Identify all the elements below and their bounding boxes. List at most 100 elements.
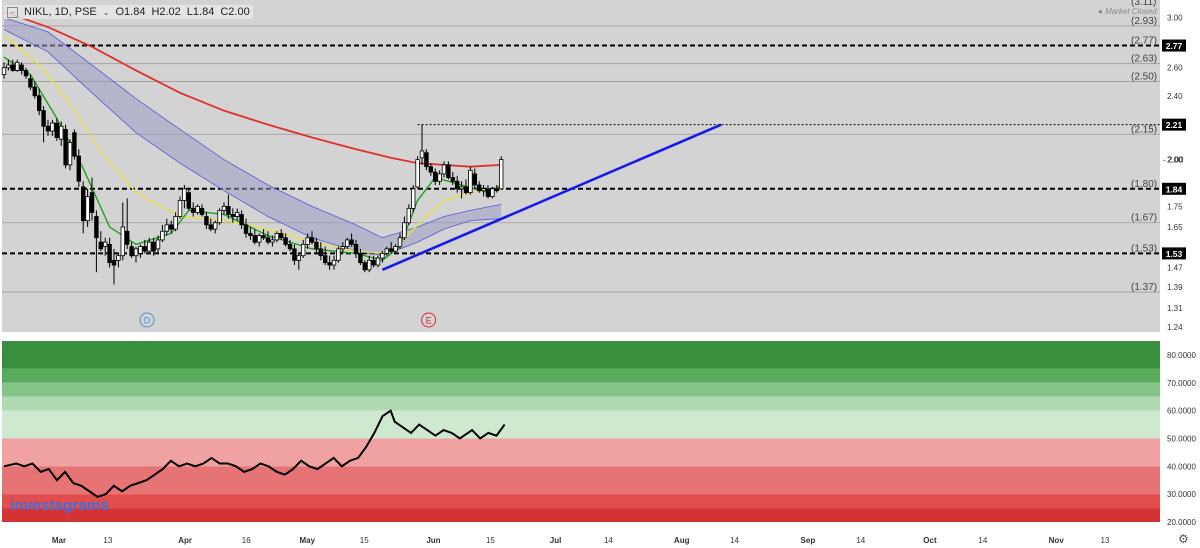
candle[interactable]	[371, 255, 376, 268]
candle[interactable]	[366, 255, 372, 273]
candle[interactable]	[494, 185, 499, 193]
candle[interactable]	[133, 246, 139, 263]
candle[interactable]	[37, 88, 42, 116]
candle[interactable]	[472, 168, 477, 189]
candle[interactable]	[274, 231, 279, 243]
candle[interactable]	[336, 246, 341, 263]
candle[interactable]	[283, 233, 288, 247]
candle[interactable]	[72, 129, 77, 160]
candle[interactable]	[419, 124, 425, 165]
candle[interactable]	[129, 242, 134, 259]
candle[interactable]	[177, 196, 183, 219]
candle[interactable]	[349, 233, 354, 247]
candle[interactable]	[41, 106, 46, 143]
trendline[interactable]	[381, 123, 722, 272]
candle[interactable]	[81, 181, 86, 234]
candle[interactable]	[344, 237, 350, 249]
candle[interactable]	[155, 235, 161, 254]
candle[interactable]	[441, 161, 447, 178]
candle[interactable]	[384, 246, 389, 256]
candle[interactable]	[190, 202, 196, 217]
candle[interactable]	[300, 239, 306, 259]
candle[interactable]	[327, 255, 332, 270]
candle[interactable]	[116, 253, 121, 268]
candle[interactable]	[450, 172, 455, 186]
candle[interactable]	[239, 210, 244, 230]
candle[interactable]	[28, 74, 33, 90]
candle[interactable]	[287, 239, 293, 252]
candle[interactable]	[270, 235, 275, 247]
candle[interactable]	[265, 231, 271, 245]
candle[interactable]	[256, 233, 262, 247]
candle[interactable]	[1, 62, 7, 79]
candle[interactable]	[208, 218, 213, 232]
candle[interactable]	[380, 251, 385, 263]
candle[interactable]	[45, 119, 51, 136]
candle[interactable]	[393, 244, 398, 254]
candle[interactable]	[6, 59, 11, 71]
candle[interactable]	[318, 242, 323, 261]
candle[interactable]	[76, 149, 81, 187]
candle[interactable]	[340, 242, 345, 254]
candle[interactable]	[278, 229, 284, 240]
candle[interactable]	[309, 231, 315, 245]
candle[interactable]	[292, 244, 297, 266]
candle[interactable]	[402, 216, 407, 240]
candle[interactable]	[67, 139, 73, 171]
candle[interactable]	[85, 188, 90, 227]
symbol-label[interactable]: NIKL, 1D, PSE	[24, 6, 97, 18]
chevron-down-icon[interactable]: ⌄	[102, 7, 110, 17]
candle[interactable]	[204, 212, 209, 230]
candle[interactable]	[446, 161, 451, 180]
candle[interactable]	[160, 224, 165, 243]
candle[interactable]	[111, 248, 117, 285]
candle[interactable]	[481, 185, 486, 197]
candle[interactable]	[59, 121, 64, 146]
candle[interactable]	[437, 170, 442, 186]
candle[interactable]	[98, 231, 103, 252]
candle[interactable]	[164, 218, 169, 236]
event-marker[interactable]	[421, 312, 437, 328]
event-marker[interactable]	[139, 312, 155, 328]
candle[interactable]	[173, 212, 178, 232]
candle[interactable]	[296, 253, 301, 270]
candle[interactable]	[186, 188, 191, 211]
candle[interactable]	[138, 244, 143, 259]
candle[interactable]	[252, 229, 257, 245]
candle[interactable]	[428, 163, 433, 176]
candle[interactable]	[182, 185, 187, 209]
candle[interactable]	[243, 218, 249, 238]
candle[interactable]	[322, 246, 328, 266]
candle[interactable]	[10, 59, 15, 72]
candle[interactable]	[498, 156, 504, 190]
collapse-icon[interactable]: −	[7, 6, 18, 18]
candle[interactable]	[168, 220, 174, 234]
candle[interactable]	[432, 168, 438, 186]
candle[interactable]	[230, 208, 235, 223]
candle[interactable]	[476, 181, 482, 193]
candle[interactable]	[151, 237, 156, 256]
candle[interactable]	[125, 198, 130, 249]
candle[interactable]	[459, 181, 464, 199]
candle[interactable]	[103, 237, 108, 256]
candle[interactable]	[248, 226, 253, 240]
gear-icon[interactable]: ⚙	[1178, 532, 1189, 546]
candle[interactable]	[89, 177, 95, 221]
candle[interactable]	[362, 260, 367, 273]
candle[interactable]	[406, 204, 411, 225]
candle[interactable]	[221, 202, 227, 215]
candle[interactable]	[331, 255, 337, 270]
candle[interactable]	[358, 248, 363, 266]
candle[interactable]	[199, 204, 205, 217]
candle[interactable]	[63, 124, 68, 169]
candle[interactable]	[32, 81, 37, 99]
candle[interactable]	[146, 237, 152, 254]
candle[interactable]	[94, 210, 99, 273]
candle[interactable]	[305, 233, 310, 249]
candle[interactable]	[23, 67, 29, 79]
candle[interactable]	[234, 208, 240, 221]
candle[interactable]	[195, 204, 200, 215]
candle[interactable]	[54, 118, 59, 141]
candle[interactable]	[375, 255, 381, 268]
